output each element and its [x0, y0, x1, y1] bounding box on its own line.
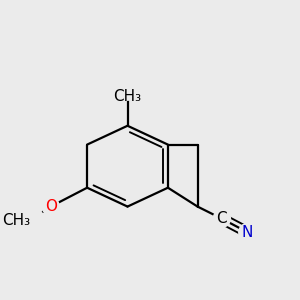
Circle shape: [213, 210, 230, 227]
Text: CH₃: CH₃: [113, 89, 142, 104]
Circle shape: [42, 198, 59, 215]
Text: CH₃: CH₃: [2, 212, 31, 227]
Circle shape: [117, 79, 138, 100]
Text: O: O: [45, 199, 57, 214]
Text: N: N: [242, 225, 253, 240]
Circle shape: [17, 207, 44, 233]
Text: C: C: [217, 211, 227, 226]
Circle shape: [239, 224, 256, 241]
